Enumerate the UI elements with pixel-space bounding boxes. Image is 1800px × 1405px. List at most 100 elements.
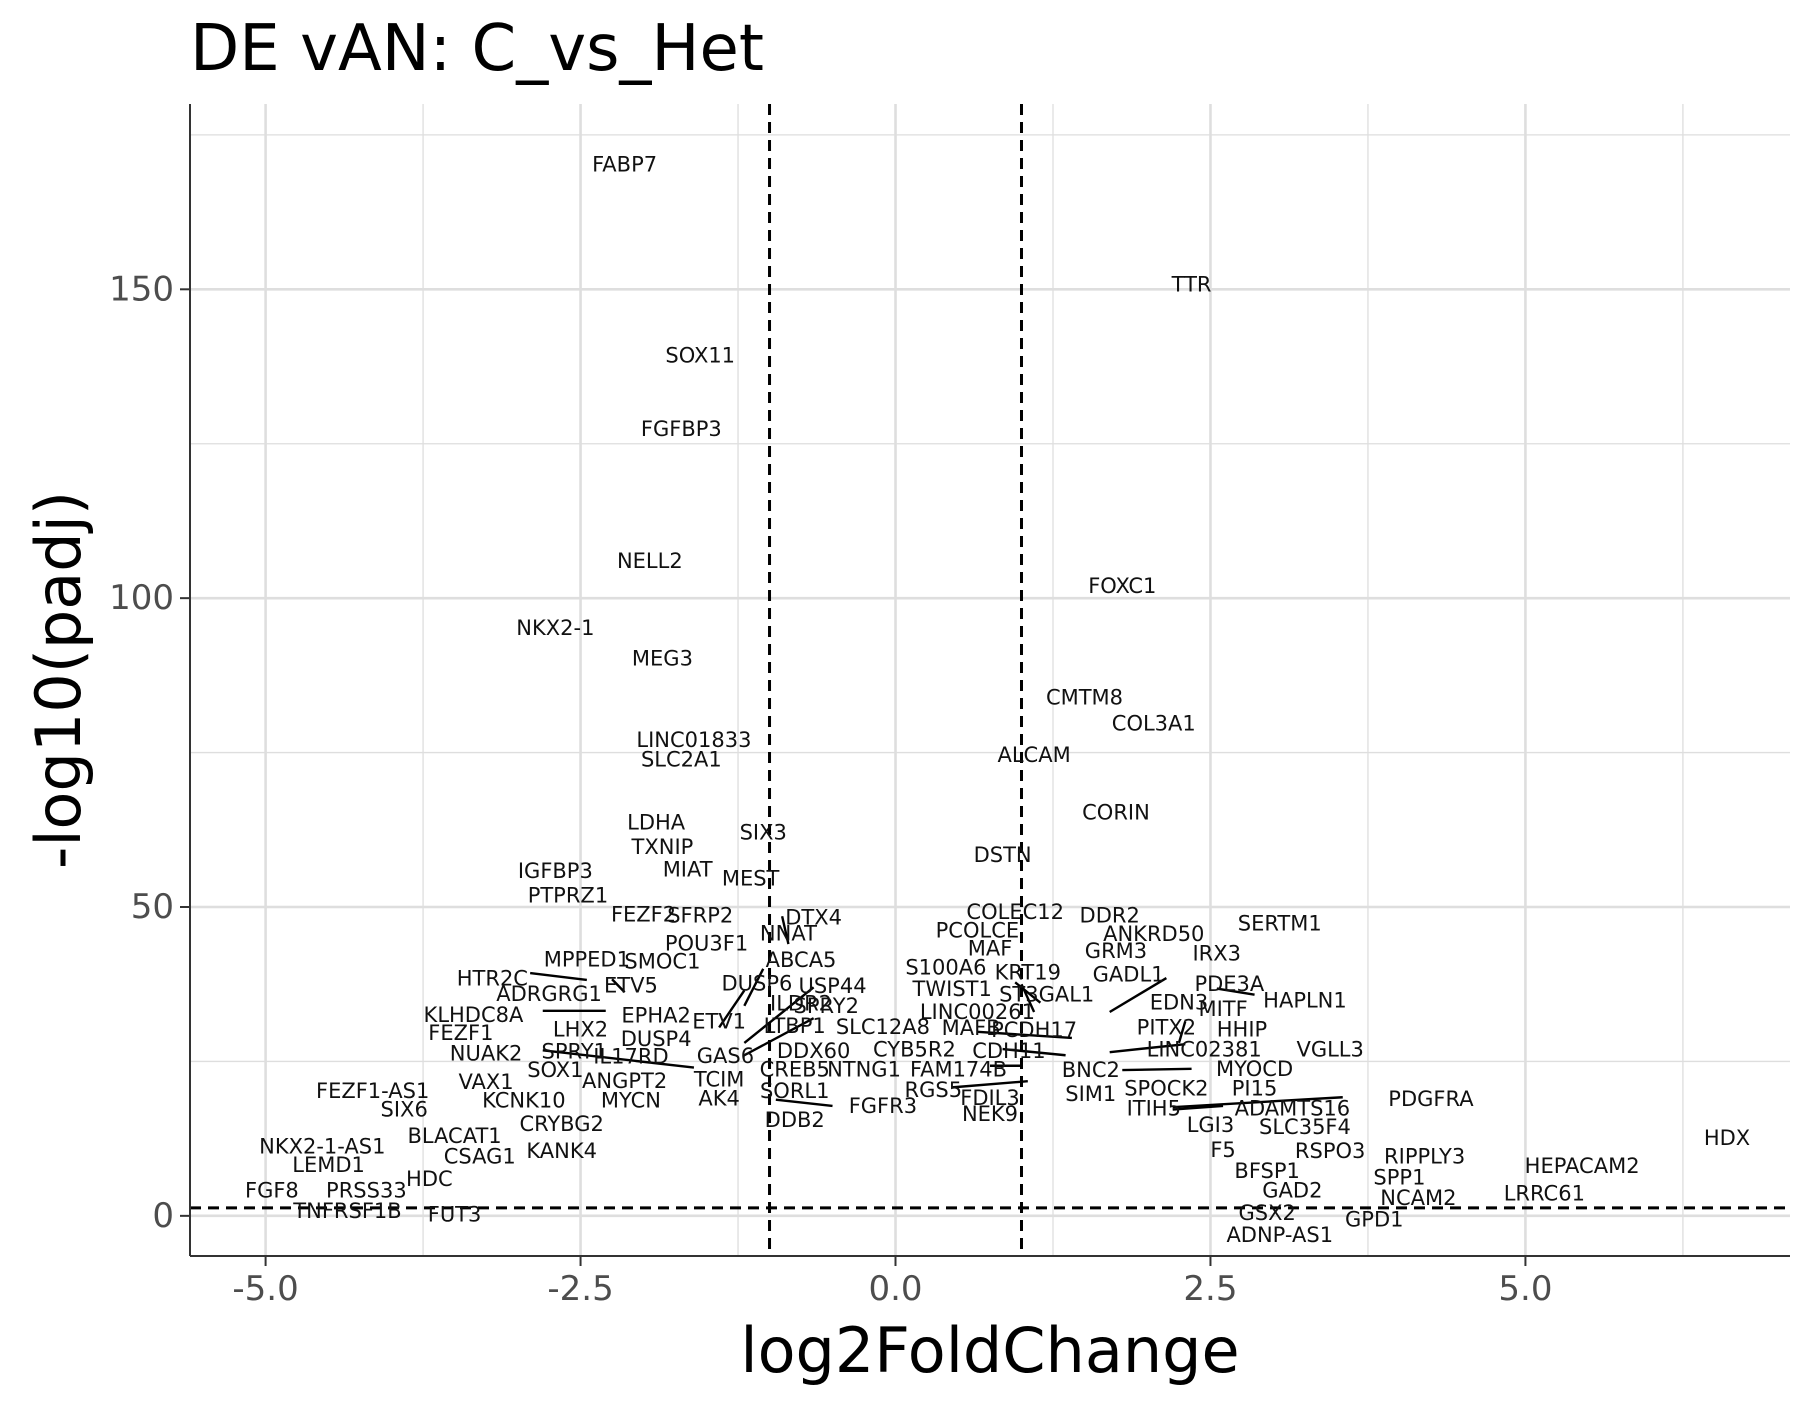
y-tick-label: 150 [109, 269, 174, 309]
gene-label: SPOCK2 [1124, 1077, 1208, 1101]
gene-label: HEPACAM2 [1525, 1154, 1640, 1178]
gene-label: COLEC12 [966, 900, 1064, 924]
x-tick-label: 5.0 [1498, 1269, 1552, 1309]
gene-label: NNAT [760, 922, 817, 946]
gene-label: TWIST1 [912, 977, 992, 1001]
gene-label: NCAM2 [1380, 1186, 1456, 1210]
gene-label: FABP7 [592, 153, 657, 177]
gene-label: LINC02381 [1147, 1038, 1262, 1062]
gene-label: CYB5R2 [873, 1038, 956, 1062]
gene-label: SOX11 [665, 343, 735, 367]
gene-label: KCNK10 [482, 1088, 566, 1112]
gene-label: ST3GAL1 [999, 983, 1094, 1007]
gene-label: HTR2C [457, 967, 528, 991]
gene-label: TTR [1171, 272, 1212, 296]
gene-label: HDX [1704, 1126, 1750, 1150]
gene-label: COL3A1 [1112, 712, 1196, 736]
gene-label: IGFBP3 [518, 859, 593, 883]
gene-label: NEK9 [962, 1102, 1018, 1126]
label-connector [775, 1098, 833, 1108]
gene-label: DDB2 [765, 1108, 825, 1132]
gene-label: MPPED1 [544, 948, 630, 972]
gene-label: KRT19 [995, 960, 1061, 984]
gene-label: FGFBP3 [641, 417, 722, 441]
label-connector [1122, 1067, 1192, 1072]
gene-label: NELL2 [617, 549, 683, 573]
label-connector [542, 1049, 695, 1069]
threshold-lines [190, 104, 1790, 1256]
gene-label: KLHDC8A [424, 1003, 524, 1027]
gene-label: RSPO3 [1295, 1139, 1365, 1163]
gene-label: SLC2A1 [641, 747, 722, 771]
gene-label: DUSP6 [721, 972, 792, 996]
label-connector [780, 916, 790, 945]
gene-label: POU3F1 [665, 931, 748, 955]
label-connector [718, 989, 746, 1029]
y-tick-label: 50 [131, 887, 174, 927]
label-connector [743, 968, 765, 1007]
gene-label: CDH11 [972, 1039, 1045, 1063]
gene-label: MEST [722, 867, 780, 891]
gene-label: NKX2-1 [516, 616, 594, 640]
gene-label: NKX2-1-AS1 [259, 1135, 385, 1159]
gene-label: LRRC61 [1504, 1182, 1585, 1206]
gene-label: DDR2 [1080, 904, 1140, 928]
gene-label: ANKRD50 [1103, 922, 1204, 946]
gene-label: ADRGRG1 [496, 982, 602, 1006]
gene-label: GSX2 [1238, 1201, 1295, 1225]
gene-label: RGS5 [905, 1078, 963, 1102]
gene-label: PRSS33 [326, 1179, 407, 1203]
gene-label: RIPPLY3 [1384, 1145, 1465, 1169]
label-connector [1172, 1104, 1224, 1111]
gene-label: FEZF1 [428, 1021, 493, 1045]
gene-label: GPD1 [1345, 1208, 1403, 1232]
gene-label: PTPRZ1 [528, 883, 609, 907]
gene-label: SPRY2 [794, 994, 859, 1018]
gene-label: LGI3 [1187, 1113, 1235, 1137]
gene-label: MYOCD [1216, 1057, 1293, 1081]
y-tick-label: 0 [152, 1196, 174, 1236]
gene-label: TCIM [693, 1067, 745, 1091]
y-axis-title: -log10(padj) [22, 491, 95, 869]
gene-label: PCDH17 [991, 1018, 1077, 1042]
gene-label: VAX1 [458, 1070, 513, 1094]
gene-label: NUAK2 [450, 1041, 523, 1065]
gene-label: ANGPT2 [582, 1069, 667, 1093]
gene-label: MYCN [601, 1088, 661, 1112]
gene-label: DUSP4 [621, 1027, 692, 1051]
gene-label: PITX2 [1137, 1015, 1196, 1039]
label-connector [611, 978, 626, 994]
axes [189, 104, 1790, 1257]
gene-label: ABCA5 [766, 948, 837, 972]
gene-label: MAFB [942, 1016, 1001, 1040]
gene-label: DSTN [974, 843, 1032, 867]
gene-label: LHX2 [553, 1017, 608, 1041]
x-tick-label: -5.0 [232, 1269, 298, 1309]
gene-label: BFSP1 [1234, 1159, 1299, 1183]
gene-label: FEZF1-AS1 [316, 1079, 429, 1103]
gene-label: IRX3 [1192, 941, 1241, 965]
gene-label: GAS6 [697, 1044, 754, 1068]
gene-label: ETV1 [692, 1009, 746, 1033]
gene-label: DDX60 [777, 1039, 850, 1063]
gene-label: SOX1 [527, 1058, 583, 1082]
label-connector [1172, 1096, 1343, 1109]
gene-label: TXNIP [631, 835, 694, 859]
gene-label: SLC35F4 [1259, 1115, 1351, 1139]
gene-label: HDC [406, 1167, 453, 1191]
gene-label: VGLL3 [1296, 1038, 1363, 1062]
gene-label: F5 [1210, 1138, 1235, 1162]
gene-label: CMTM8 [1046, 686, 1123, 710]
gene-label: LEMD1 [292, 1153, 365, 1177]
label-connector [1177, 1020, 1187, 1044]
label-connector [1002, 1047, 1066, 1057]
gene-label: EPHA2 [621, 1004, 690, 1028]
gene-label: SERTM1 [1238, 912, 1322, 936]
gene-label: TNFRSF1B [292, 1199, 401, 1223]
gene-label: BLACAT1 [407, 1124, 501, 1148]
gene-labels: FABP7 TTR SOX11 FGFBP3 NELL2 FOXC1 NKX2-1 MEG3 C… [245, 153, 1750, 1247]
gene-label: ETV5 [604, 973, 658, 997]
label-connector [977, 1030, 1072, 1040]
